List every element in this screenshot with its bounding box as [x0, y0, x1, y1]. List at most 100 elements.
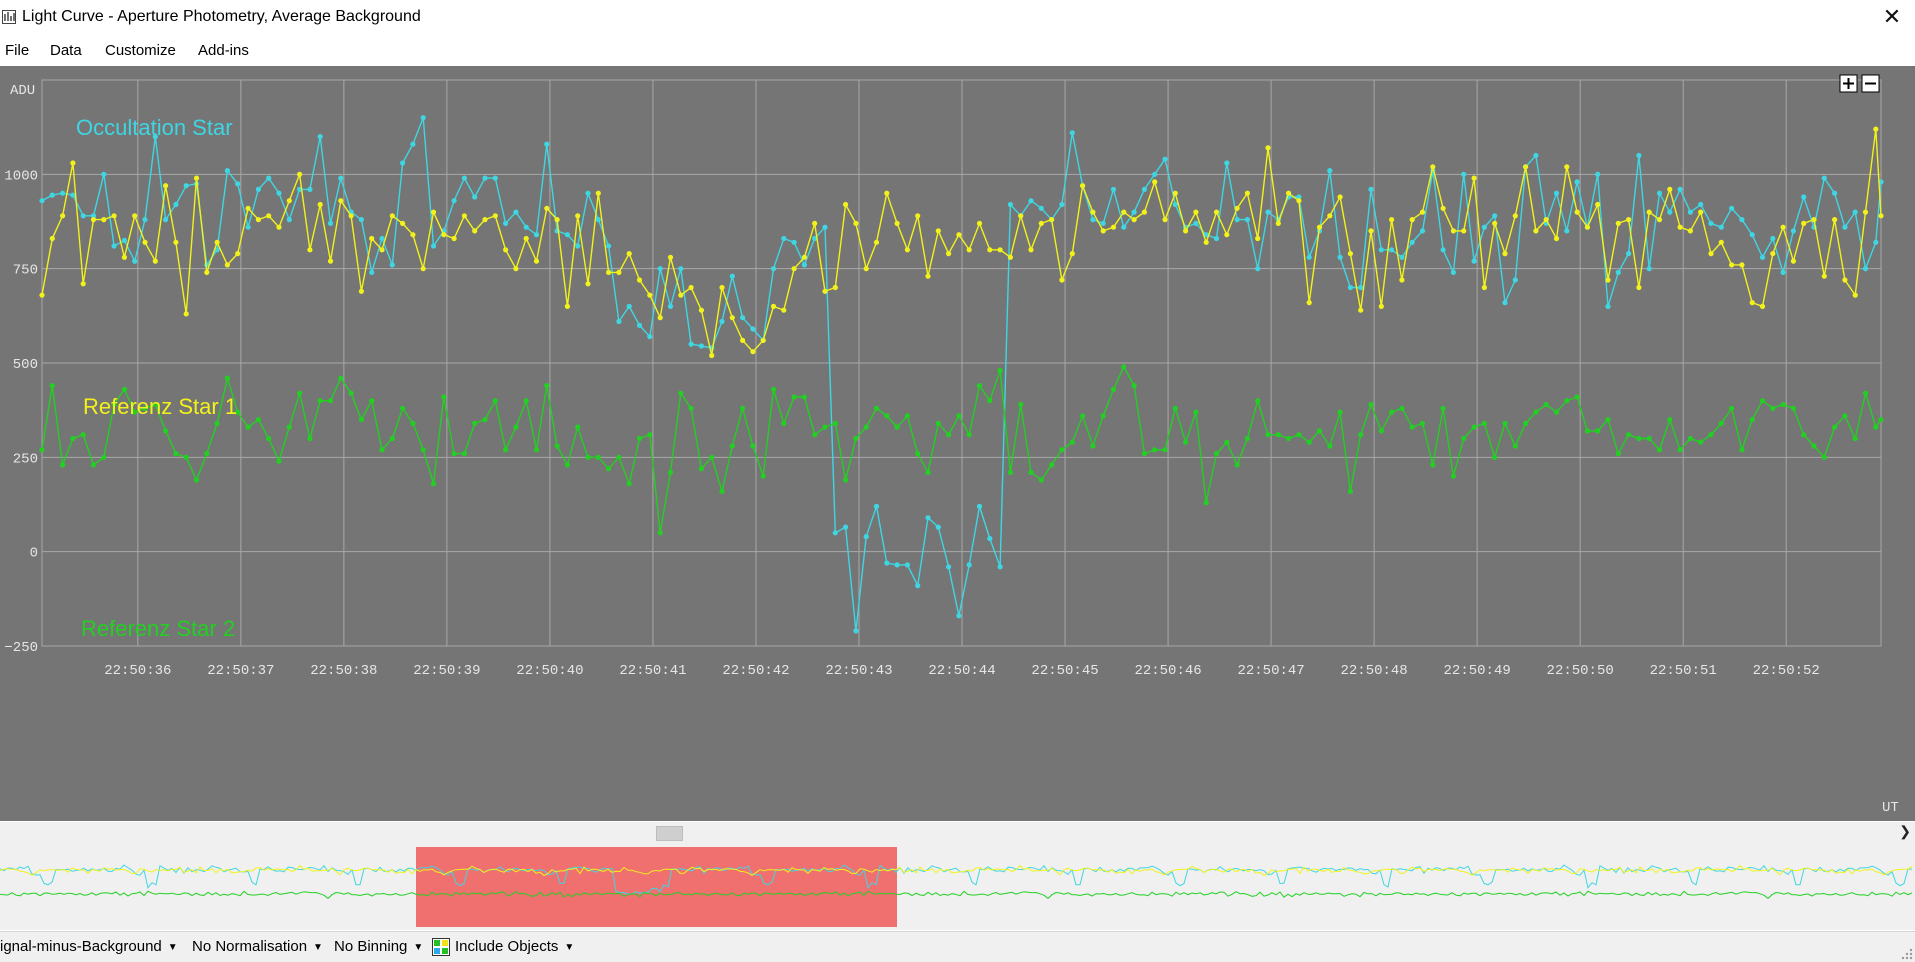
data-point-ref1: [935, 228, 941, 234]
x-tick-label: 22:50:52: [1753, 663, 1820, 679]
data-point-occultation: [70, 192, 76, 198]
include-objects-icon[interactable]: [432, 938, 450, 956]
data-point-occultation: [1337, 254, 1343, 260]
data-point-ref2: [719, 488, 725, 494]
data-point-ref1: [1378, 303, 1384, 309]
data-point-ref1: [39, 292, 45, 298]
signal-mode-dropdown[interactable]: ignal-minus-Background ▼: [0, 938, 178, 955]
light-curve-plot[interactable]: 1000 750 500 250 0 −250 22:50:36 22:50:37 22:50:…: [0, 66, 1915, 821]
data-point-occultation: [482, 175, 488, 181]
data-point-ref1: [132, 213, 138, 219]
data-point-occultation: [575, 243, 581, 249]
data-point-ref1: [1430, 164, 1436, 170]
data-point-ref1: [1821, 273, 1827, 279]
data-point-occultation: [616, 318, 622, 325]
data-point-ref2: [482, 417, 488, 423]
data-point-ref2: [1708, 432, 1714, 438]
data-point-occultation: [1646, 266, 1652, 272]
data-point-ref1: [1100, 228, 1106, 234]
data-point-ref1: [49, 235, 55, 242]
data-point-occultation: [420, 115, 426, 121]
data-point-occultation: [698, 343, 705, 349]
dropdown-arrow-icon: ▼: [167, 942, 178, 953]
menu-customize[interactable]: Customize: [105, 42, 176, 59]
data-point-occultation: [1574, 179, 1580, 185]
data-point-ref2: [987, 398, 993, 404]
x-tick-label: 22:50:49: [1444, 663, 1511, 679]
data-point-ref1: [1677, 224, 1683, 230]
resize-grip-icon[interactable]: [1899, 946, 1913, 960]
menu-data[interactable]: Data: [50, 42, 82, 59]
data-point-ref2: [70, 435, 76, 442]
data-point-ref1: [575, 213, 581, 219]
data-point-ref1: [1090, 209, 1096, 215]
series-layer: [39, 115, 1884, 634]
data-point-ref1: [430, 209, 437, 215]
data-point-ref1: [1553, 235, 1560, 242]
data-point-occultation: [533, 232, 540, 238]
data-point-ref2: [1306, 439, 1312, 445]
data-point-ref2: [1523, 420, 1529, 426]
data-point-ref1: [1770, 251, 1776, 257]
data-point-ref1: [1255, 235, 1261, 242]
data-point-occultation: [626, 303, 632, 309]
data-point-occultation: [1481, 224, 1487, 230]
data-point-ref2: [585, 454, 591, 460]
data-point-ref2: [255, 417, 261, 423]
data-point-occultation: [1306, 254, 1312, 260]
data-point-ref1: [1409, 217, 1415, 223]
x-tick-label: 22:50:44: [928, 663, 995, 679]
menu-add-ins[interactable]: Add-ins: [198, 42, 249, 59]
data-point-occultation: [636, 322, 643, 328]
scroll-thumb[interactable]: [656, 826, 683, 841]
data-point-ref1: [1028, 247, 1034, 253]
data-point-occultation: [1296, 194, 1302, 200]
data-point-ref2: [513, 424, 519, 430]
data-point-ref2: [173, 451, 179, 457]
data-point-ref1: [791, 266, 797, 272]
data-point-ref2: [966, 432, 972, 438]
data-point-ref2: [678, 390, 684, 396]
data-point-occultation: [1615, 269, 1621, 275]
data-point-ref1: [1440, 205, 1446, 211]
close-button[interactable]: ✕: [1869, 0, 1915, 34]
overview-selection-window[interactable]: [416, 847, 897, 927]
data-point-ref1: [1131, 217, 1137, 223]
data-point-occultation: [317, 134, 323, 140]
include-objects-dropdown[interactable]: Include Objects ▼: [455, 938, 574, 955]
data-point-ref2: [276, 458, 282, 464]
data-point-ref2: [1759, 398, 1766, 404]
zoom-in-button[interactable]: [1839, 74, 1858, 93]
data-point-occultation: [142, 217, 148, 223]
data-point-occultation: [358, 217, 364, 223]
data-point-ref2: [915, 451, 921, 457]
data-point-occultation: [152, 134, 158, 140]
binning-dropdown[interactable]: No Binning ▼: [334, 938, 423, 955]
data-point-occultation: [1152, 171, 1158, 177]
data-point-ref2: [410, 420, 416, 426]
data-point-ref1: [1419, 209, 1426, 215]
data-point-ref2: [667, 469, 674, 475]
normalisation-dropdown[interactable]: No Normalisation ▼: [192, 938, 323, 955]
data-point-occultation: [1605, 303, 1611, 309]
overview-strip[interactable]: [0, 844, 1915, 930]
data-point-occultation: [956, 613, 962, 619]
zoom-in-icon: [1843, 78, 1854, 89]
plot-scrollbar[interactable]: ❯: [0, 822, 1915, 844]
zoom-out-button[interactable]: [1861, 74, 1880, 93]
data-point-ref2: [1028, 469, 1034, 475]
data-point-occultation: [255, 186, 261, 192]
data-point-ref2: [214, 420, 220, 426]
data-point-ref1: [1543, 217, 1549, 223]
data-point-ref2: [80, 432, 86, 438]
data-point-ref2: [39, 447, 45, 453]
y-tick-label: 750: [13, 263, 38, 279]
data-point-ref2: [812, 432, 818, 438]
scroll-right-arrow-icon[interactable]: ❯: [1899, 823, 1911, 839]
data-point-occultation: [1626, 251, 1632, 257]
data-point-occultation: [1461, 171, 1467, 177]
menu-file[interactable]: File: [5, 42, 30, 59]
data-point-ref2: [1224, 439, 1230, 445]
data-point-occultation: [1193, 220, 1199, 226]
data-point-ref1: [1399, 277, 1405, 283]
